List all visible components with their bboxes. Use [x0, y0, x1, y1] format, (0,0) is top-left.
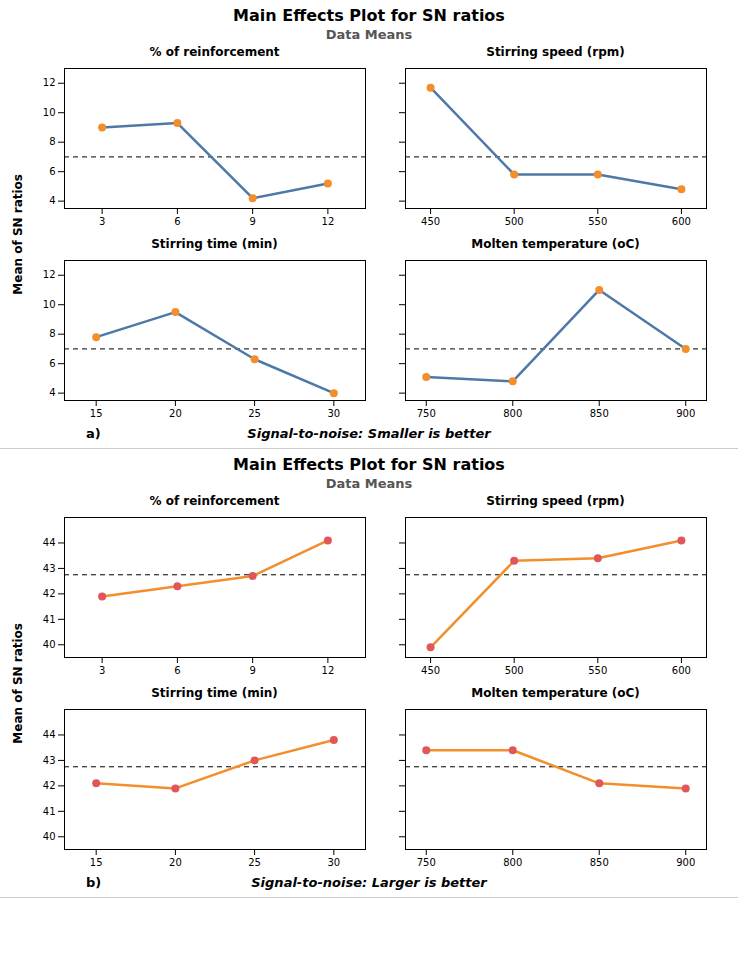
html-text:b): b)	[86, 875, 102, 890]
svg-text:550: 550	[588, 665, 607, 676]
svg-text:550: 550	[588, 216, 607, 227]
html-text:% of reinforcement: % of reinforcement	[149, 45, 280, 59]
svg-text:750: 750	[417, 857, 436, 868]
svg-text:4: 4	[49, 387, 55, 398]
html-text:Molten temperature (oC): Molten temperature (oC)	[471, 237, 640, 251]
html-text:Data Means: Data Means	[325, 27, 413, 42]
html-text:Stirring time (min): Stirring time (min)	[151, 237, 278, 251]
svg-text:9: 9	[249, 216, 255, 227]
html-text:Main Effects Plot for SN ratio: Main Effects Plot for SN ratios	[233, 455, 505, 474]
svg-text:15: 15	[90, 857, 103, 868]
svg-text:30: 30	[327, 857, 340, 868]
svg-text:600: 600	[672, 216, 691, 227]
svg-text:44: 44	[43, 537, 56, 548]
html-text:Mean of SN ratios: Mean of SN ratios	[11, 622, 25, 744]
svg-text:25: 25	[248, 408, 261, 419]
svg-text:450: 450	[421, 665, 440, 676]
svg-text:12: 12	[43, 269, 56, 280]
svg-text:12: 12	[322, 216, 335, 227]
html-text:Main Effects Plot for SN ratio: Main Effects Plot for SN ratios	[233, 6, 505, 25]
svg-text:44: 44	[43, 729, 56, 740]
svg-text:10: 10	[43, 107, 56, 118]
svg-text:450: 450	[421, 216, 440, 227]
svg-text:12: 12	[43, 77, 56, 88]
svg-text:8: 8	[49, 328, 55, 339]
svg-text:15: 15	[90, 408, 103, 419]
svg-text:30: 30	[327, 408, 340, 419]
html-text:Signal-to-noise: Larger is bet: Signal-to-noise: Larger is better	[251, 875, 487, 890]
svg-text:900: 900	[676, 408, 695, 419]
svg-text:900: 900	[676, 857, 695, 868]
svg-text:500: 500	[505, 216, 524, 227]
svg-text:42: 42	[43, 780, 56, 791]
svg-text:4: 4	[49, 195, 55, 206]
svg-text:800: 800	[503, 408, 522, 419]
html-text:Signal-to-noise: Smaller is be: Signal-to-noise: Smaller is better	[247, 426, 491, 441]
svg-text:42: 42	[43, 588, 56, 599]
svg-text:20: 20	[169, 857, 182, 868]
html-text:Data Means: Data Means	[325, 476, 413, 491]
html-text:Stirring speed (rpm): Stirring speed (rpm)	[486, 45, 625, 59]
html-text:Mean of SN ratios: Mean of SN ratios	[11, 173, 25, 295]
svg-text:20: 20	[169, 408, 182, 419]
svg-text:750: 750	[417, 408, 436, 419]
svg-text:6: 6	[174, 665, 180, 676]
svg-text:6: 6	[49, 358, 55, 369]
svg-text:43: 43	[43, 563, 56, 574]
html-text:Stirring speed (rpm): Stirring speed (rpm)	[486, 494, 625, 508]
svg-text:40: 40	[43, 831, 56, 842]
html-text:Molten temperature (oC): Molten temperature (oC)	[471, 686, 640, 700]
svg-text:3: 3	[99, 665, 105, 676]
html-text:% of reinforcement: % of reinforcement	[149, 494, 280, 508]
svg-text:8: 8	[49, 136, 55, 147]
svg-text:9: 9	[249, 665, 255, 676]
svg-text:25: 25	[248, 857, 261, 868]
html-text:Stirring time (min): Stirring time (min)	[151, 686, 278, 700]
svg-text:800: 800	[503, 857, 522, 868]
svg-text:12: 12	[322, 665, 335, 676]
svg-text:3: 3	[99, 216, 105, 227]
svg-text:500: 500	[505, 665, 524, 676]
svg-text:41: 41	[43, 806, 56, 817]
svg-text:6: 6	[49, 166, 55, 177]
svg-text:600: 600	[672, 665, 691, 676]
svg-text:850: 850	[590, 408, 609, 419]
svg-text:41: 41	[43, 614, 56, 625]
svg-text:43: 43	[43, 755, 56, 766]
svg-text:10: 10	[43, 299, 56, 310]
svg-text:850: 850	[590, 857, 609, 868]
svg-text:40: 40	[43, 639, 56, 650]
svg-text:6: 6	[174, 216, 180, 227]
html-text:a): a)	[86, 426, 101, 441]
